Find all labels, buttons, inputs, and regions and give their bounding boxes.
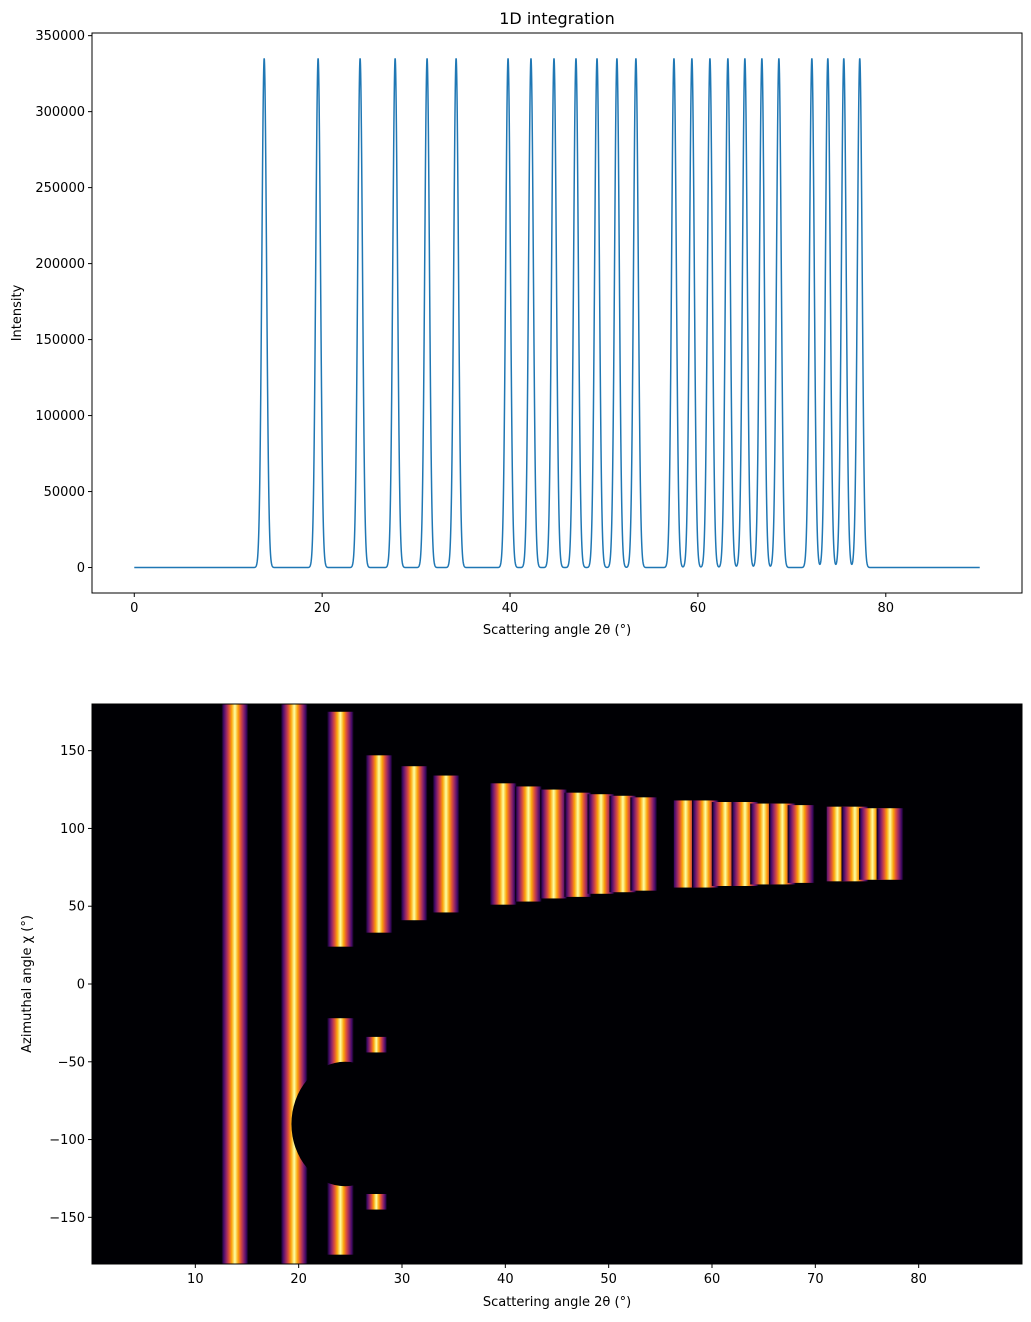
x-tick-label: 40	[502, 601, 519, 616]
y-tick-label: 300000	[35, 105, 85, 120]
diffraction-ring-segment	[365, 1194, 388, 1210]
diffraction-ring-segment	[326, 1175, 354, 1255]
diffraction-ring-segment	[564, 792, 592, 897]
y-tick-label: −150	[49, 1211, 85, 1226]
diffraction-ring-segment	[221, 704, 249, 1264]
y-tick-label: 100	[60, 822, 85, 837]
x-tick-label: 40	[497, 1272, 514, 1287]
diffraction-ring-segment	[326, 711, 354, 947]
diffraction-ring-segment	[365, 1036, 388, 1053]
y-tick-label: −100	[49, 1133, 85, 1148]
x-tick-label: 80	[878, 601, 895, 616]
diffraction-ring-segment	[280, 704, 308, 1264]
x-tick-label: 70	[807, 1272, 824, 1287]
x-tick-label: 10	[187, 1272, 204, 1287]
y-tick-label: 150	[60, 744, 85, 759]
diffraction-ring-segment	[489, 783, 517, 905]
diffraction-ring-segment	[876, 808, 904, 880]
series-line	[134, 58, 980, 569]
detector-gap	[291, 1061, 399, 1187]
diffraction-ring-segment	[514, 786, 542, 902]
y-axis: −150 −100 −50 0 50 100 150	[49, 744, 92, 1226]
diffraction-ring-segment	[787, 805, 815, 883]
x-axis-label: Scattering angle 2θ (°)	[483, 623, 631, 638]
y-tick-label: 150000	[35, 333, 85, 348]
x-axis: 0 20 40 60 80	[130, 593, 894, 616]
x-tick-label: 20	[290, 1272, 307, 1287]
diffraction-ring-segment	[400, 766, 428, 921]
x-tick-label: 30	[394, 1272, 411, 1287]
y-axis-label: Azimuthal angle χ (°)	[20, 915, 35, 1053]
y-tick-label: −50	[58, 1055, 85, 1070]
y-tick-label: 50	[68, 900, 85, 915]
diffraction-ring-segment	[630, 797, 658, 891]
y-axis: 0 50000 100000 150000 200000 250000 300000 3500…	[35, 29, 92, 576]
y-axis-label: Intensity	[10, 284, 25, 341]
diffraction-ring-segment	[432, 775, 460, 913]
diffraction-ring-segment	[540, 789, 568, 899]
heatmap-plot: 10 20 30 40 50 60 70 80 −150 −100 −50 0 50 100 150 Sc…	[20, 703, 1023, 1310]
line-plot: 1D integration 0 20 40 60 80 0 50000 100000 150…	[10, 9, 1023, 638]
x-axis: 10 20 30 40 50 60 70 80	[187, 1264, 927, 1287]
y-tick-label: 250000	[35, 181, 85, 196]
y-tick-label: 50000	[44, 485, 85, 500]
y-tick-label: 350000	[35, 29, 85, 44]
x-tick-label: 0	[130, 601, 138, 616]
y-tick-label: 200000	[35, 257, 85, 272]
x-tick-label: 50	[600, 1272, 617, 1287]
x-tick-label: 20	[314, 601, 331, 616]
plot-area	[134, 58, 980, 569]
x-tick-label: 80	[910, 1272, 927, 1287]
y-tick-label: 0	[77, 978, 85, 993]
heatmap-area	[221, 704, 904, 1264]
inner-rings	[221, 704, 460, 1264]
x-tick-label: 60	[704, 1272, 721, 1287]
axes-frame	[91, 32, 1023, 594]
y-tick-label: 100000	[35, 409, 85, 424]
module-rings	[489, 783, 904, 905]
x-axis-label: Scattering angle 2θ (°)	[483, 1295, 631, 1310]
x-tick-label: 60	[690, 601, 707, 616]
diffraction-ring-segment	[365, 755, 393, 933]
y-tick-label: 0	[77, 561, 85, 576]
chart-title: 1D integration	[499, 9, 614, 28]
